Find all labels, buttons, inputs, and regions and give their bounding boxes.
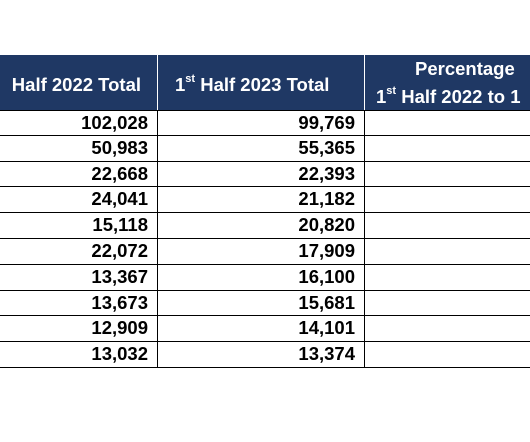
table-row: 13,367 16,100 — [0, 264, 530, 291]
cell-half-2022: 50,983 — [0, 135, 158, 161]
cell-percentage — [365, 316, 530, 341]
header-percentage-line2: 1st Half 2022 to 1 — [376, 84, 521, 107]
cell-percentage — [365, 291, 530, 316]
header-half-2023-total: 1st Half 2023 Total — [158, 55, 365, 110]
table-row: 22,072 17,909 — [0, 238, 530, 265]
header-half-2023-label: 1st Half 2023 Total — [175, 72, 330, 95]
cell-half-2022: 13,367 — [0, 264, 158, 290]
cell-half-2022: 24,041 — [0, 187, 158, 213]
cell-percentage — [365, 187, 530, 212]
header-half-2022-label: Half 2022 Total — [11, 74, 141, 95]
table-header-row: Half 2022 Total 1st Half 2023 Total Perc… — [0, 55, 530, 110]
cell-percentage — [365, 111, 530, 135]
cell-half-2023: 14,101 — [158, 316, 365, 342]
table-row: 50,983 55,365 — [0, 135, 530, 162]
header-percentage: Percentage 1st Half 2022 to 1 — [365, 55, 530, 110]
header-percentage-line1: Percentage — [415, 58, 515, 79]
cell-half-2022: 15,118 — [0, 213, 158, 238]
cell-half-2022: 13,032 — [0, 342, 158, 367]
cell-half-2023: 16,100 — [158, 264, 365, 290]
cell-half-2023: 55,365 — [158, 135, 365, 161]
table-row: 12,909 14,101 — [0, 316, 530, 343]
cell-percentage — [365, 342, 530, 367]
cell-half-2023: 15,681 — [158, 290, 365, 316]
table-row: 22,668 22,393 — [0, 161, 530, 188]
cell-half-2023: 17,909 — [158, 238, 365, 264]
header-half-2022-total: Half 2022 Total — [0, 55, 158, 110]
table-row: 13,032 13,374 — [0, 342, 530, 368]
cell-half-2022: 12,909 — [0, 316, 158, 342]
cell-percentage — [365, 239, 530, 264]
table-row: 13,673 15,681 — [0, 290, 530, 317]
cell-half-2022: 22,668 — [0, 161, 158, 187]
cell-half-2023: 13,374 — [158, 342, 365, 367]
cell-half-2023: 22,393 — [158, 161, 365, 187]
cell-half-2022: 102,028 — [0, 111, 158, 135]
table-body: 102,028 99,769 50,983 55,365 22,668 22,3… — [0, 110, 530, 368]
cell-half-2023: 99,769 — [158, 111, 365, 135]
table-row: 15,118 20,820 — [0, 213, 530, 239]
table-row: 102,028 99,769 — [0, 110, 530, 136]
cell-half-2022: 13,673 — [0, 290, 158, 316]
cell-half-2022: 22,072 — [0, 238, 158, 264]
cell-half-2023: 21,182 — [158, 187, 365, 213]
cell-percentage — [365, 162, 530, 187]
cell-half-2023: 20,820 — [158, 213, 365, 238]
cell-percentage — [365, 265, 530, 290]
data-table: Half 2022 Total 1st Half 2023 Total Perc… — [0, 55, 530, 386]
table-row: 24,041 21,182 — [0, 187, 530, 214]
cell-percentage — [365, 213, 530, 238]
cell-percentage — [365, 136, 530, 161]
